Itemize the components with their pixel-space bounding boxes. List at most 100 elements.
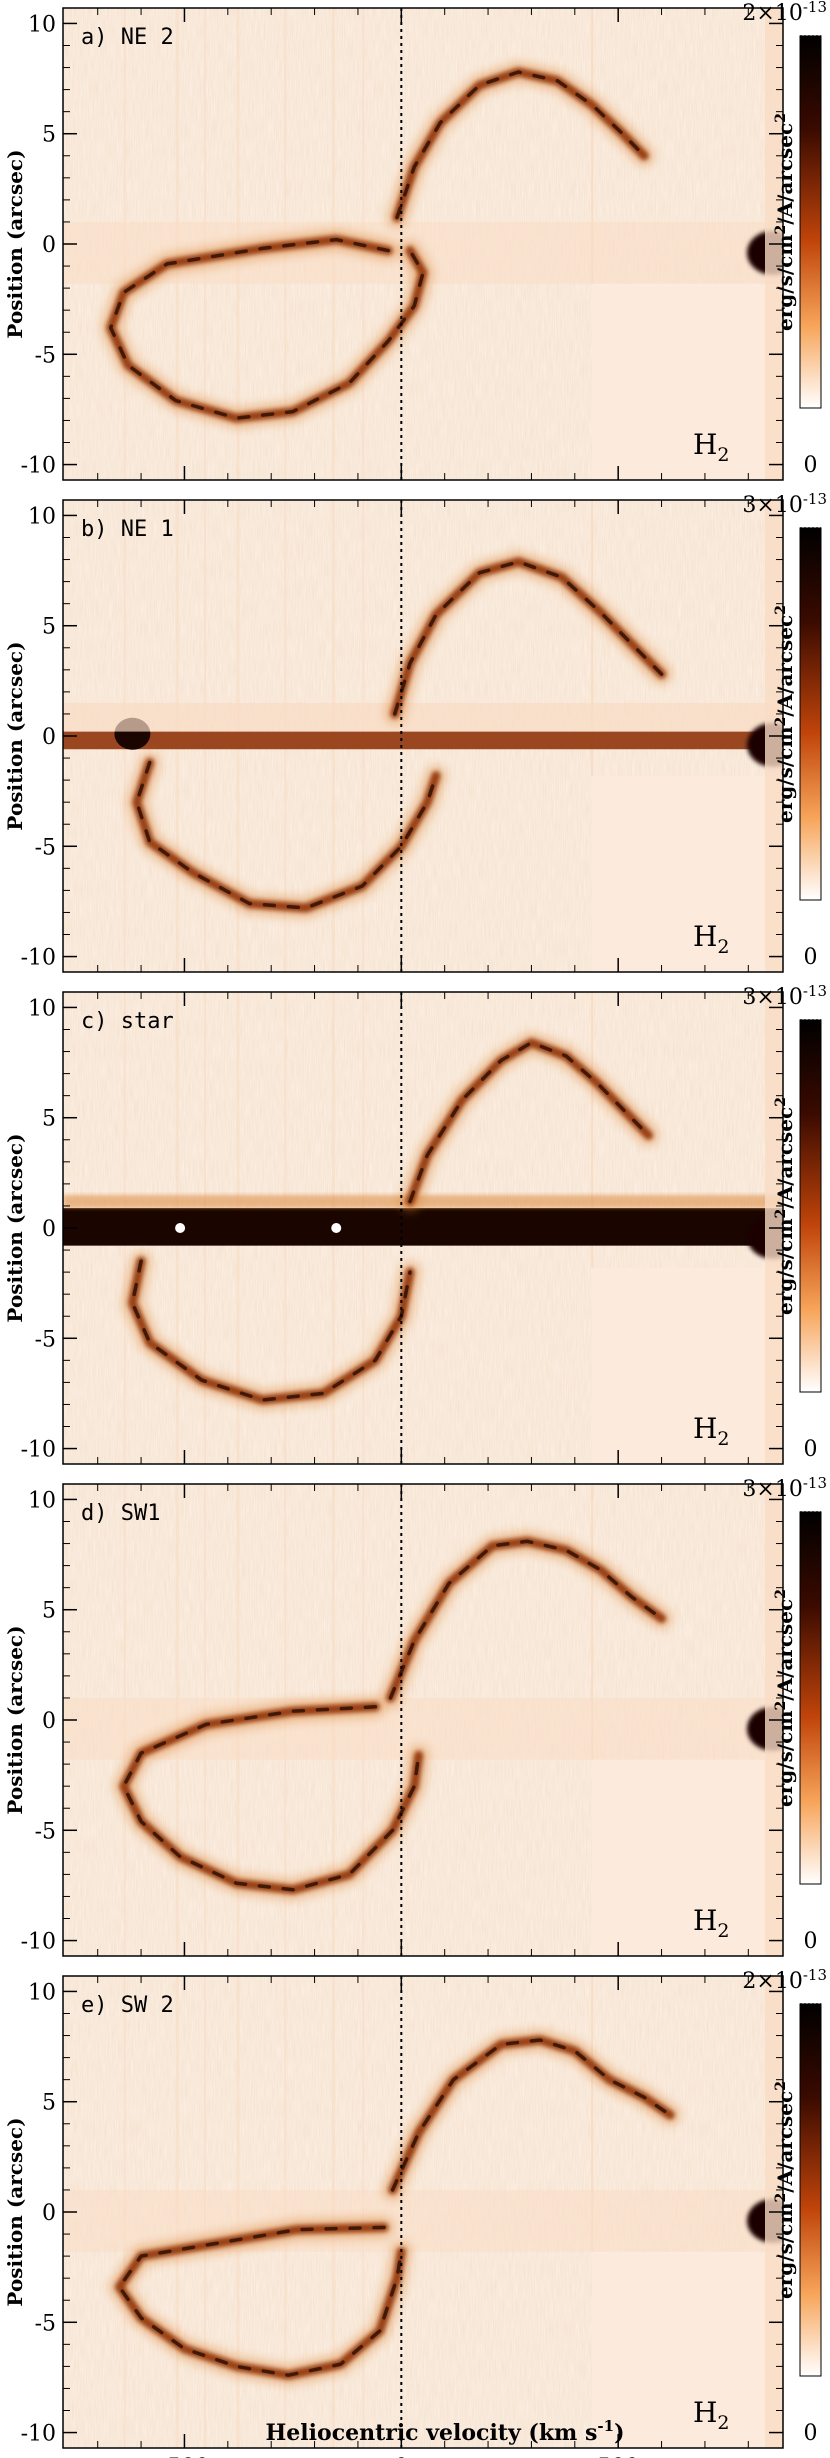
colorbar-frame — [799, 2003, 822, 2377]
colorbar-frame — [799, 527, 822, 901]
continuum-halo — [63, 702, 783, 732]
y-tick-label: -5 — [35, 1819, 56, 1844]
upper-lobe-knots — [408, 1040, 651, 1204]
colorbar — [800, 1020, 821, 1392]
panel-4: 10 5 0 -5 -10 Position (arcsec) d) SW1 H2 3×10-1… — [3, 1474, 827, 1957]
colorbar-min-label: 0 — [804, 2421, 818, 2446]
x-tick-label: -500 — [160, 2455, 209, 2458]
star-marker — [175, 1223, 186, 1233]
y-tick-label: 5 — [42, 123, 56, 148]
colorbar — [800, 2004, 821, 2376]
plot-area — [63, 992, 783, 1464]
colorbar-max-label: 2×10-13 — [742, 1966, 827, 1994]
y-tick-label: 0 — [42, 1217, 56, 1242]
x-tick-label: 500 — [597, 2455, 639, 2458]
y-tick-label: -10 — [21, 454, 56, 479]
panel-label: d) SW1 — [81, 1501, 160, 1526]
upper-lobe-knots — [390, 2038, 672, 2192]
plot-area — [63, 500, 783, 972]
continuum-band — [63, 731, 783, 750]
y-tick-label: -5 — [35, 835, 56, 860]
colorbar-min-label: 0 — [804, 1929, 818, 1954]
lower-lobe — [132, 758, 441, 913]
panel-3: 10 5 0 -5 -10 Position (arcsec) c) star H2 3×10-… — [3, 982, 827, 1465]
lower-lobe-knots — [121, 1705, 421, 1892]
y-tick-label: -10 — [21, 1438, 56, 1463]
panel-label: e) SW 2 — [81, 1993, 174, 2018]
y-axis-label: Position (arcsec) — [3, 149, 27, 338]
plot-area — [63, 1976, 783, 2448]
lower-lobe-knots — [108, 237, 425, 420]
y-tick-label: 0 — [42, 1709, 56, 1734]
y-tick-label: 5 — [42, 2091, 56, 2116]
x-axis-label: Heliocentric velocity (km s-1) — [266, 2417, 625, 2446]
y-tick-label: 5 — [42, 1107, 56, 1132]
y-tick-label: 5 — [42, 1599, 56, 1624]
y-axis-label: Position (arcsec) — [3, 1625, 27, 1814]
colorbar-frame — [799, 1019, 822, 1393]
colorbar-label: erg/s/cm2/A/arcsec2 — [773, 1097, 797, 1315]
species-label: H2 — [693, 1412, 730, 1450]
panel-label: a) NE 2 — [81, 25, 174, 50]
y-tick-label: 10 — [28, 1980, 56, 2005]
y-tick-label: 10 — [28, 1488, 56, 1513]
colorbar — [800, 36, 821, 408]
plot-area — [63, 8, 783, 480]
y-tick-label: -5 — [35, 343, 56, 368]
species-label: H2 — [693, 2396, 730, 2434]
colorbar-max-label: 3×10-13 — [742, 982, 827, 1010]
colorbar — [800, 1512, 821, 1884]
y-tick-label: -10 — [21, 1930, 56, 1955]
colorbar-min-label: 0 — [804, 945, 818, 970]
upper-lobe-knots — [395, 70, 646, 220]
lower-lobe-knots — [117, 2225, 404, 2377]
masked-region — [592, 283, 783, 480]
upper-lobe-knots — [393, 560, 664, 716]
upper-lobe-knots — [388, 1539, 664, 1700]
y-tick-label: 10 — [28, 504, 56, 529]
colorbar-frame — [799, 1511, 822, 1885]
colorbar-max-label: 3×10-13 — [742, 1474, 827, 1502]
x-tick-label: 0 — [394, 2455, 408, 2458]
star-marker — [331, 1223, 342, 1233]
colorbar-label: erg/s/cm2/A/arcsec2 — [773, 1589, 797, 1807]
y-tick-label: 0 — [42, 233, 56, 258]
masked-region — [592, 1267, 783, 1464]
species-label: H2 — [693, 1904, 730, 1942]
y-tick-label: 0 — [42, 2201, 56, 2226]
panel-1: 10 5 0 -5 -10 Position (arcsec) a) NE 2 H2 2×10-… — [3, 0, 827, 481]
colorbar-label: erg/s/cm2/A/arcsec2 — [773, 605, 797, 823]
y-tick-label: 10 — [28, 12, 56, 37]
y-tick-label: 0 — [42, 725, 56, 750]
y-tick-label: 5 — [42, 615, 56, 640]
colorbar-label: erg/s/cm2/A/arcsec2 — [773, 113, 797, 331]
species-label: H2 — [693, 920, 730, 958]
colorbar-max-label: 2×10-13 — [742, 0, 827, 26]
plot-area — [63, 1484, 783, 1956]
colorbar-label: erg/s/cm2/A/arcsec2 — [773, 2081, 797, 2299]
colorbar — [800, 528, 821, 900]
panel-2: 10 5 0 -5 -10 Position (arcsec) b) NE 1 H2 3×10-… — [3, 490, 827, 973]
panel-label: c) star — [81, 1009, 174, 1034]
y-tick-label: -5 — [35, 2311, 56, 2336]
panel-label: b) NE 1 — [81, 517, 174, 542]
y-tick-label: 10 — [28, 996, 56, 1021]
lower-lobe-knots — [130, 1259, 412, 1402]
masked-region — [592, 1759, 783, 1956]
masked-region — [592, 775, 783, 972]
y-axis-label: Position (arcsec) — [3, 2117, 27, 2306]
colorbar-min-label: 0 — [804, 1437, 818, 1462]
continuum-halo — [63, 1194, 783, 1209]
colorbar-min-label: 0 — [804, 453, 818, 478]
colorbar-max-label: 3×10-13 — [742, 490, 827, 518]
y-axis-label: Position (arcsec) — [3, 641, 27, 830]
colorbar-frame — [799, 35, 822, 409]
panel-5: 10 5 0 -5 -10 -500 0 500 Position (arcsec) e) SW … — [3, 1966, 827, 2458]
y-axis-label: Position (arcsec) — [3, 1133, 27, 1322]
y-tick-label: -5 — [35, 1327, 56, 1352]
species-label: H2 — [693, 428, 730, 466]
y-tick-label: -10 — [21, 2422, 56, 2447]
y-tick-label: -10 — [21, 946, 56, 971]
masked-region — [592, 2251, 783, 2448]
